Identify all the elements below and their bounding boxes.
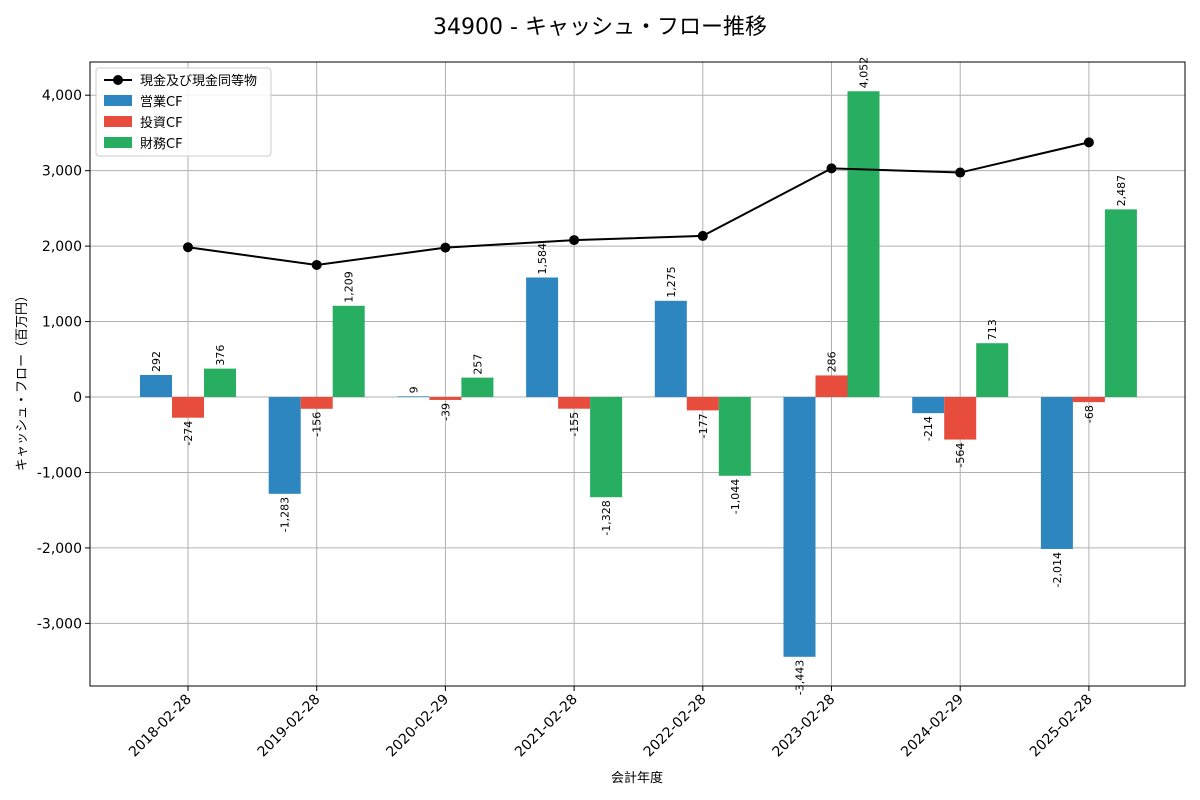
bar-value-label: -177 (697, 413, 710, 438)
chart-title: 34900 - キャッシュ・フロー推移 (433, 15, 767, 40)
cash-point (440, 242, 451, 253)
bar-value-label: 713 (986, 319, 999, 340)
bar-value-label: 2,487 (1115, 175, 1128, 207)
legend-box (95, 67, 272, 157)
bar-財務CF (847, 91, 880, 398)
x-tick-label: 2024-02-29 (898, 692, 967, 761)
bar-value-label: -39 (439, 403, 452, 421)
y-tick-label: -2,000 (37, 541, 82, 557)
line-layer (183, 137, 1094, 270)
bar-value-label: -156 (311, 412, 324, 437)
bar-投資CF (944, 397, 977, 440)
x-tick-label: 2022-02-28 (641, 692, 710, 761)
y-tick-label: 1,000 (42, 315, 82, 331)
cash-point (826, 163, 837, 174)
x-tick-label: 2020-02-29 (383, 692, 452, 761)
legend-swatch (104, 137, 132, 148)
bar-value-label: 1,275 (665, 266, 678, 298)
grid-layer (90, 62, 1185, 686)
cash-line (187, 141, 1090, 266)
bars-layer (140, 91, 1137, 657)
bar-value-label: 257 (471, 354, 484, 375)
bar-営業CF (912, 397, 945, 414)
bar-財務CF (718, 397, 751, 476)
y-tick-label: 0 (73, 390, 82, 406)
bar-投資CF (1072, 397, 1105, 403)
bar-value-label: 1,209 (343, 271, 356, 303)
bar-value-label: -214 (922, 416, 935, 441)
cash-point (697, 230, 708, 241)
cash-point (1083, 137, 1094, 148)
bar-value-label: 376 (214, 345, 227, 366)
cash-point (955, 167, 966, 178)
legend-label: 営業CF (140, 94, 183, 110)
bar-投資CF (429, 397, 462, 400)
bar-投資CF (172, 397, 204, 418)
legend-swatch (104, 95, 132, 106)
bar-value-label: 9 (407, 386, 420, 393)
y-tick-label: 2,000 (42, 239, 82, 255)
bar-value-label: -155 (568, 412, 581, 437)
cash-point (183, 242, 193, 253)
legend-line-marker (113, 75, 123, 85)
bar-財務CF (332, 305, 365, 398)
plot-area-frame (89, 61, 1186, 687)
bar-財務CF (976, 343, 1009, 398)
y-tick-label: -3,000 (37, 616, 82, 632)
bar-value-label: -68 (1083, 405, 1096, 423)
y-tick-label: 3,000 (42, 164, 82, 180)
y-tick-label: -1,000 (37, 465, 82, 481)
y-tick-label: 4,000 (42, 88, 82, 104)
bar-投資CF (815, 375, 848, 398)
legend-label: 現金及び現金同等物 (140, 73, 257, 89)
x-axis-label: 会計年度 (611, 770, 663, 786)
x-tick-label: 2018-02-28 (126, 692, 195, 761)
cash-point (311, 259, 322, 270)
bar-value-label: -564 (954, 443, 967, 468)
bar-value-label: -3,443 (794, 660, 807, 695)
legend-swatch (104, 116, 132, 127)
legend-label: 財務CF (140, 137, 183, 152)
x-tick-label: 2023-02-28 (769, 692, 838, 761)
bar-value-label: 1,584 (536, 243, 549, 275)
bar-財務CF (590, 397, 623, 498)
bar-投資CF (686, 397, 719, 411)
bar-投資CF (300, 397, 333, 409)
bar-value-label: -2,014 (1051, 552, 1064, 587)
x-tick-label: 2021-02-28 (512, 692, 581, 761)
bar-営業CF (783, 397, 816, 657)
bar-営業CF (654, 300, 687, 398)
bar-value-label: -1,044 (729, 479, 742, 514)
bar-営業CF (268, 397, 301, 494)
bar-財務CF (461, 377, 494, 398)
bar-営業CF (397, 396, 430, 398)
cash-point (569, 235, 580, 246)
data-labels-layer: 292 -1,283 9 1,584 1,275 -3,443 -214 -2,014 -274… (150, 57, 1128, 695)
bar-営業CF (526, 277, 559, 398)
bar-value-label: -1,283 (279, 497, 292, 532)
bar-営業CF (140, 374, 172, 398)
bar-value-label: 286 (826, 351, 839, 372)
axis-layer: -3,000 -2,000 -1,000 0 1,000 2,000 3,000 4,000 2… (37, 88, 1096, 760)
bar-value-label: 4,052 (858, 57, 871, 89)
x-tick-label: 2019-02-28 (255, 692, 324, 761)
bar-value-label: 292 (150, 351, 163, 372)
bar-財務CF (204, 368, 236, 398)
bar-value-label: -274 (182, 421, 195, 446)
bar-value-label: -1,328 (600, 500, 613, 535)
legend-label: 投資CF (140, 115, 183, 131)
y-axis-label: キャッシュ・フロー（百万円） (15, 289, 30, 471)
bar-財務CF (1104, 209, 1137, 398)
bar-営業CF (1040, 397, 1073, 549)
x-tick-label: 2025-02-28 (1027, 692, 1096, 761)
bar-投資CF (558, 397, 591, 409)
